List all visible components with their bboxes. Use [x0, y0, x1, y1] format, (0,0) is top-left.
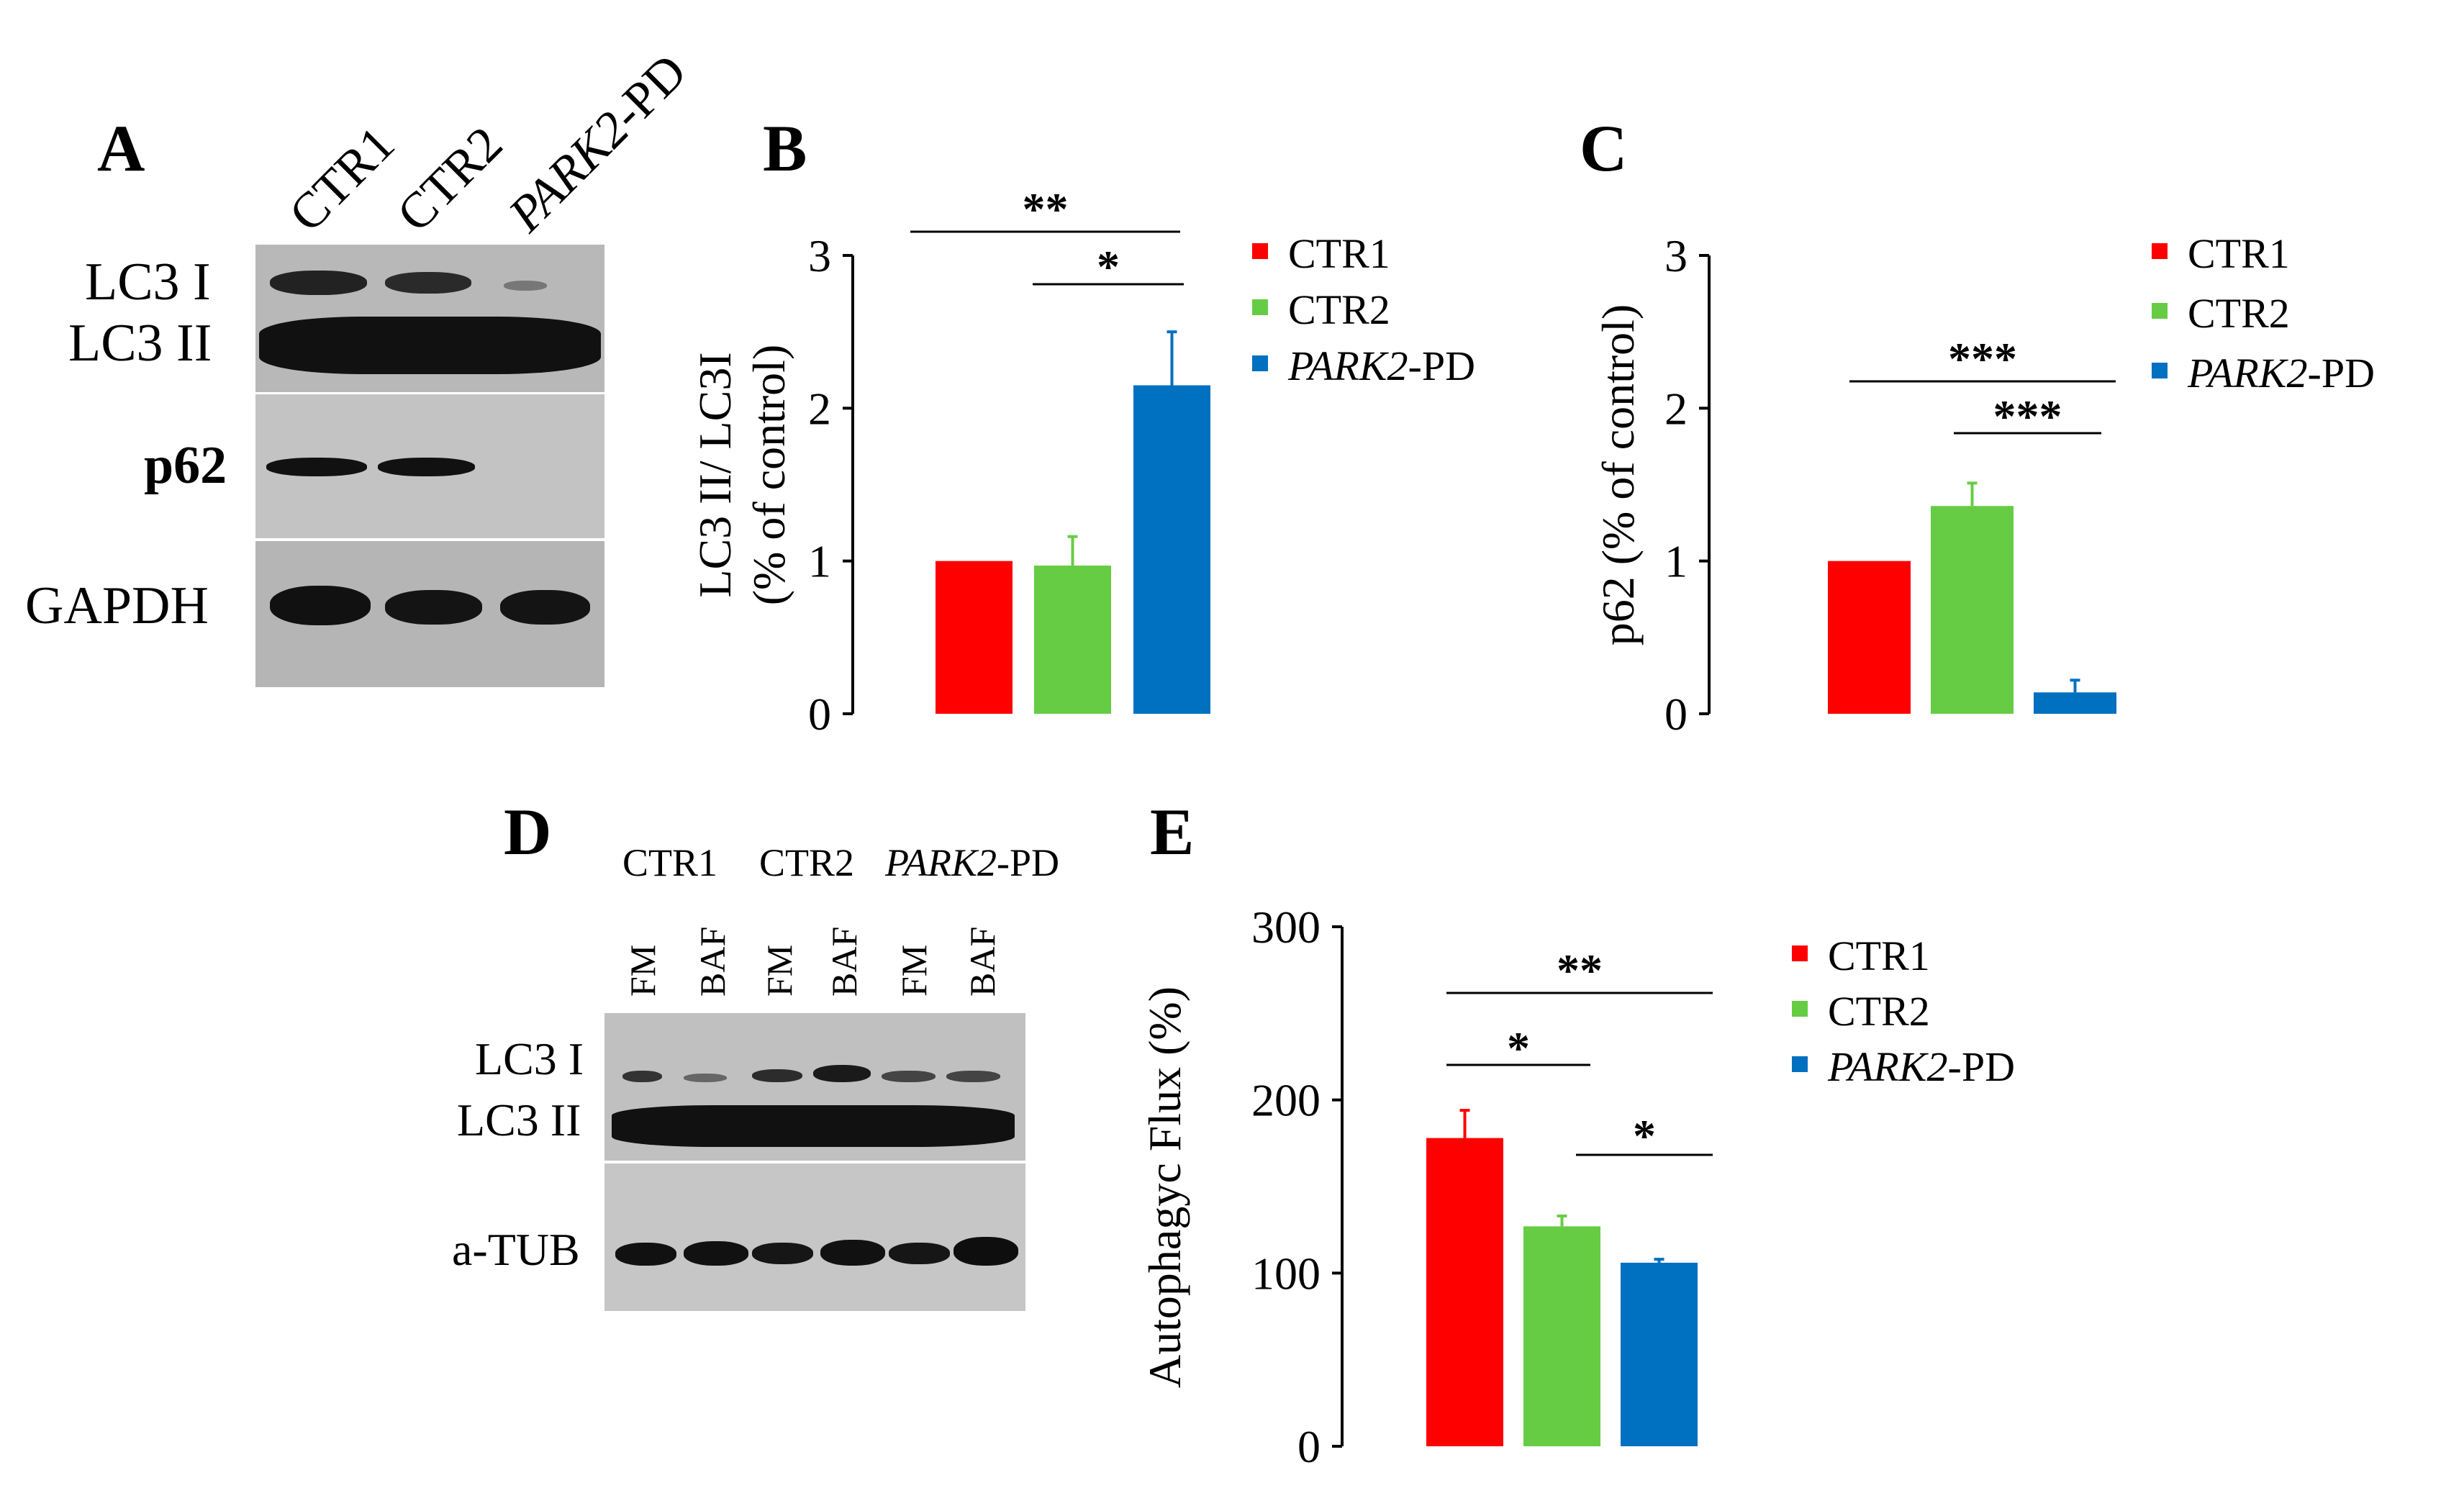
band: [500, 590, 590, 625]
legend-swatch-e: [1792, 1001, 1808, 1017]
band: [882, 1071, 936, 1082]
band: [752, 1243, 813, 1264]
band: [954, 1237, 1018, 1266]
legend-label-b: CTR1: [1288, 230, 1390, 277]
legend-label-c: CTR1: [2188, 230, 2290, 277]
band: [820, 1240, 885, 1266]
y-tick-label-c: 1: [1664, 536, 1688, 587]
y-tick-label-e: 200: [1251, 1075, 1321, 1126]
significance-label-e: *: [1507, 1022, 1530, 1074]
legend-label-b: PARK2-PD: [1287, 342, 1475, 389]
legend-label-b: CTR2: [1288, 286, 1390, 333]
panel-d-group-label-2: CTR2: [759, 841, 855, 884]
panel-c-letter: C: [1580, 112, 1628, 185]
panel-d-blot-lc3: [604, 1013, 1025, 1161]
panel-d-group-label-3: PARK2-PD: [885, 841, 1060, 884]
bar-c: [1931, 506, 2014, 714]
panel-a-letter: A: [97, 112, 145, 185]
significance-label-c: ***: [1993, 391, 2062, 442]
legend-label-e: PARK2-PD: [1827, 1043, 2015, 1090]
legend-label-e: CTR1: [1828, 933, 1930, 979]
significance-label-e: *: [1633, 1110, 1656, 1161]
band: [385, 590, 482, 625]
legend-label-c: PARK2-PD: [2187, 350, 2375, 396]
legend-swatch-b: [1252, 299, 1268, 315]
legend-swatch-c: [2152, 243, 2168, 259]
panel-a-blot-gapdh: [255, 541, 604, 687]
panel-b-letter: B: [763, 112, 807, 185]
panel-d-letter: D: [504, 795, 552, 868]
band: [684, 1241, 748, 1266]
band: [615, 1243, 676, 1266]
bar-b: [1034, 566, 1111, 714]
y-tick-label-e: 0: [1297, 1421, 1321, 1472]
band: [504, 281, 547, 291]
bar-c: [1828, 561, 1911, 714]
panel-d-row-label-lc3ii: LC3 II: [457, 1094, 581, 1146]
band: [752, 1069, 802, 1082]
band: [270, 271, 367, 295]
panel-a-row-label-lc3ii: LC3 II: [68, 314, 212, 373]
y-tick-label-c: 3: [1664, 230, 1688, 281]
legend-label-e: CTR2: [1828, 988, 1930, 1035]
y-tick-label-c: 2: [1664, 383, 1688, 434]
y-axis-label-b: (% of control): [743, 345, 794, 606]
significance-label-b: *: [1097, 241, 1120, 292]
panel-d-row-label-atub: a-TUB: [452, 1224, 580, 1275]
panel-d-blot-atub: [604, 1163, 1025, 1311]
panel-a-row-label-lc3i: LC3 I: [85, 253, 211, 312]
significance-label-b: **: [1023, 183, 1069, 235]
band: [266, 458, 367, 476]
y-tick-label-e: 100: [1251, 1248, 1321, 1299]
bar-b: [936, 561, 1013, 714]
bar-e: [1621, 1262, 1698, 1446]
band: [622, 1071, 662, 1082]
panel-a-blot-p62: [255, 394, 604, 538]
y-tick-label-c: 0: [1664, 689, 1688, 740]
legend-swatch-e: [1792, 1056, 1808, 1072]
legend-swatch-c: [2152, 303, 2168, 319]
band: [612, 1105, 1015, 1147]
panel-d-row-label-lc3i: LC3 I: [475, 1033, 584, 1084]
legend-swatch-c: [2152, 363, 2168, 378]
significance-label-e: **: [1557, 945, 1603, 996]
band: [378, 458, 475, 476]
panel-e-letter: E: [1150, 795, 1195, 868]
band: [270, 586, 371, 625]
band: [889, 1243, 950, 1264]
significance-label-c: ***: [1948, 333, 2017, 384]
y-axis-label-b: LC3 II/ LC3I: [689, 352, 740, 597]
bar-b: [1133, 385, 1210, 714]
bar-e: [1523, 1226, 1600, 1446]
legend-swatch-e: [1792, 945, 1808, 961]
y-tick-label-b: 0: [808, 689, 831, 740]
panel-d-group-label-1: CTR1: [622, 841, 718, 884]
band: [684, 1074, 727, 1082]
y-axis-label-c: p62 (% of control): [1593, 304, 1644, 646]
bar-e: [1426, 1138, 1503, 1446]
panel-a-row-label-p62: p62: [144, 436, 227, 495]
band: [946, 1071, 1000, 1082]
legend-swatch-b: [1252, 355, 1268, 371]
legend-label-c: CTR2: [2188, 290, 2290, 337]
band: [385, 272, 471, 294]
y-tick-label-b: 2: [808, 383, 831, 434]
panel-a-blot-lc3: [255, 245, 604, 392]
band: [259, 317, 601, 374]
y-tick-label-e: 300: [1251, 902, 1321, 953]
band: [813, 1065, 871, 1082]
legend-swatch-b: [1252, 243, 1268, 259]
y-axis-label-e: Autophagyc Flux (%): [1139, 986, 1190, 1388]
panel-a-row-label-gapdh: GAPDH: [25, 576, 209, 635]
y-tick-label-b: 3: [808, 230, 831, 281]
bar-c: [2034, 692, 2116, 714]
y-tick-label-b: 1: [808, 536, 831, 587]
